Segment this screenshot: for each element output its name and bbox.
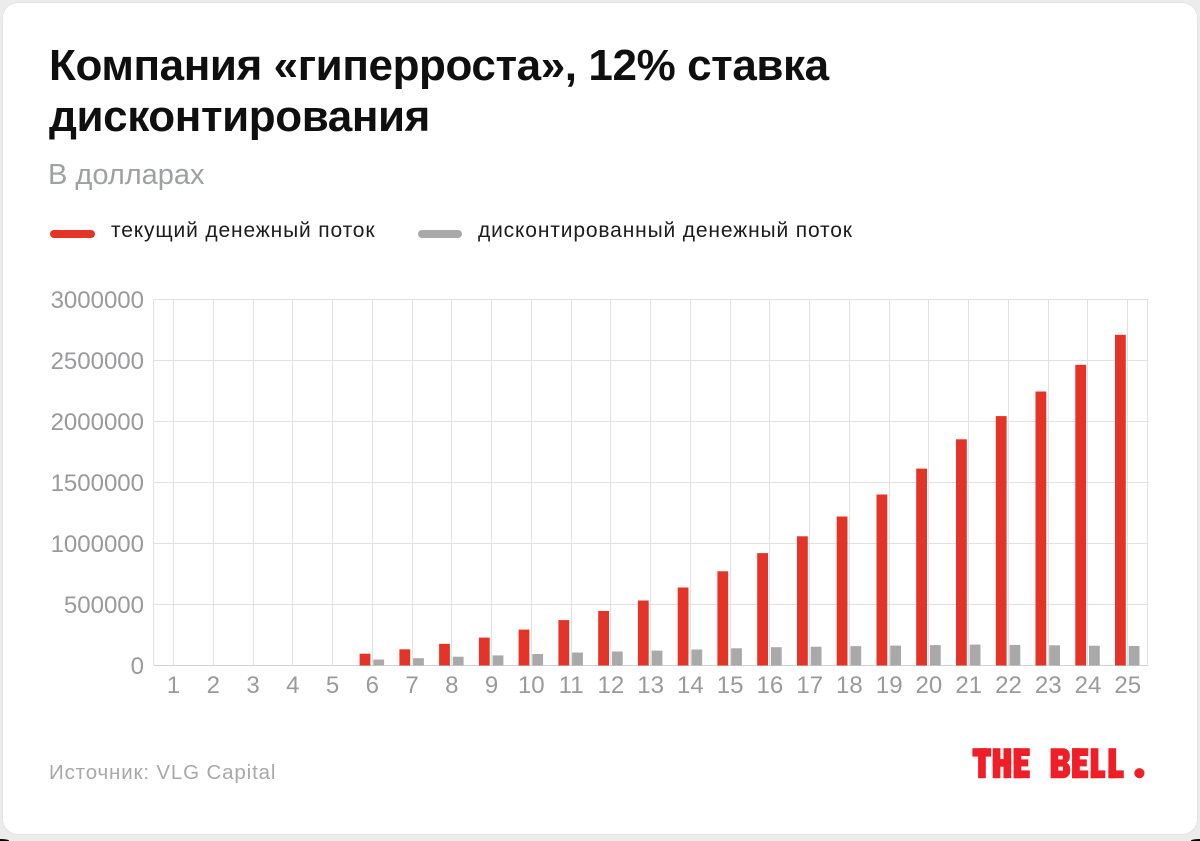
svg-text:20: 20 bbox=[916, 672, 943, 699]
svg-text:4: 4 bbox=[286, 672, 299, 699]
svg-text:2000000: 2000000 bbox=[51, 409, 144, 436]
svg-text:16: 16 bbox=[757, 672, 784, 699]
svg-text:19: 19 bbox=[876, 672, 903, 699]
svg-text:3000000: 3000000 bbox=[51, 287, 144, 314]
svg-text:22: 22 bbox=[995, 672, 1022, 699]
svg-text:5: 5 bbox=[326, 672, 339, 699]
svg-text:3: 3 bbox=[246, 672, 259, 699]
svg-text:7: 7 bbox=[405, 672, 418, 699]
svg-text:11: 11 bbox=[559, 672, 584, 699]
svg-text:21: 21 bbox=[955, 672, 982, 699]
svg-text:24: 24 bbox=[1075, 672, 1102, 699]
svg-text:9: 9 bbox=[485, 672, 498, 699]
svg-text:1000000: 1000000 bbox=[51, 531, 144, 558]
svg-text:15: 15 bbox=[717, 672, 744, 699]
svg-text:500000: 500000 bbox=[64, 592, 144, 619]
svg-text:1500000: 1500000 bbox=[51, 470, 144, 497]
svg-text:18: 18 bbox=[836, 672, 863, 699]
svg-text:23: 23 bbox=[1035, 672, 1062, 699]
svg-text:10: 10 bbox=[518, 672, 545, 699]
svg-text:0: 0 bbox=[131, 653, 144, 680]
svg-text:17: 17 bbox=[796, 672, 823, 699]
svg-text:8: 8 bbox=[445, 672, 458, 699]
svg-text:6: 6 bbox=[366, 672, 379, 699]
svg-text:14: 14 bbox=[677, 672, 704, 699]
svg-text:1: 1 bbox=[167, 672, 180, 699]
svg-text:2: 2 bbox=[207, 672, 220, 699]
svg-text:12: 12 bbox=[598, 672, 625, 699]
svg-text:2500000: 2500000 bbox=[51, 348, 144, 375]
svg-text:13: 13 bbox=[637, 672, 664, 699]
svg-text:25: 25 bbox=[1114, 672, 1141, 699]
